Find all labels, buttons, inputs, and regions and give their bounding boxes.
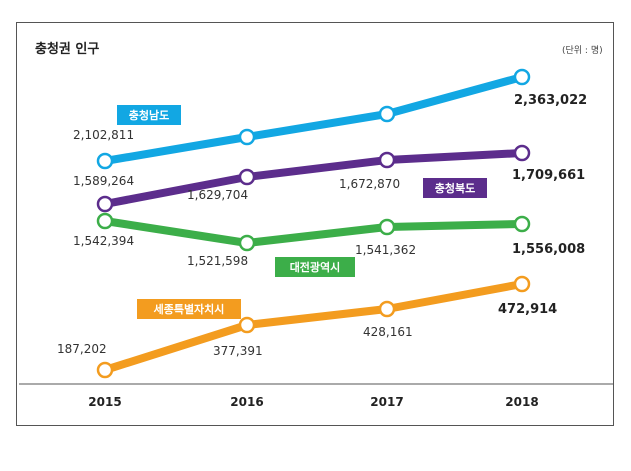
data-point (378, 105, 396, 123)
data-label: 1,709,661 (512, 168, 585, 183)
data-label: 1,542,394 (73, 234, 134, 248)
data-label: 1,589,264 (73, 174, 134, 188)
x-tick-label: 2015 (88, 395, 121, 409)
data-point (96, 361, 114, 379)
data-label: 1,629,704 (187, 188, 248, 202)
line-chart: 충청권 인구 (단위 : 명) 2015 2016 2017 2018 충청남도 2,10… (19, 41, 613, 409)
data-point (238, 316, 256, 334)
data-label: 187,202 (57, 342, 107, 356)
data-point (238, 234, 256, 252)
data-point (96, 212, 114, 230)
data-label: 472,914 (498, 302, 557, 317)
series-tag-label: 충청북도 (435, 181, 475, 195)
series-tag (137, 299, 241, 319)
chart-title: 충청권 인구 (35, 41, 99, 57)
x-tick-label: 2018 (505, 395, 538, 409)
data-point (513, 68, 531, 86)
chart-frame: 충청권 인구 (단위 : 명) 2015 2016 2017 2018 충청남도 2,10… (16, 22, 614, 426)
series-tag-label: 대전광역시 (290, 260, 341, 274)
data-point (238, 128, 256, 146)
data-point (513, 144, 531, 162)
series-tag (275, 257, 355, 277)
series-line (104, 217, 523, 247)
data-label: 1,521,598 (187, 254, 248, 268)
data-point (513, 215, 531, 233)
x-tick-label: 2017 (370, 395, 403, 409)
series-line (104, 73, 524, 165)
data-label: 1,672,870 (339, 177, 400, 191)
series-tag (423, 178, 487, 198)
data-point (238, 168, 256, 186)
data-label: 428,161 (363, 325, 413, 339)
data-point (378, 218, 396, 236)
data-point (513, 275, 531, 293)
data-label: 2,102,811 (73, 128, 134, 142)
series-tag-label: 세종특별자치시 (154, 302, 225, 316)
series-tag-label: 충청남도 (129, 108, 169, 122)
data-point (96, 152, 114, 170)
unit-label: (단위 : 명) (562, 45, 603, 56)
data-label: 1,556,008 (512, 242, 585, 257)
x-tick-label: 2016 (230, 395, 263, 409)
data-label: 2,363,022 (514, 93, 587, 108)
series-line (104, 149, 523, 208)
series-tag (117, 105, 181, 125)
data-label: 377,391 (213, 344, 263, 358)
data-label: 1,541,362 (355, 243, 416, 257)
series-line (103, 280, 523, 374)
data-point (378, 300, 396, 318)
data-point (378, 151, 396, 169)
data-point (96, 195, 114, 213)
